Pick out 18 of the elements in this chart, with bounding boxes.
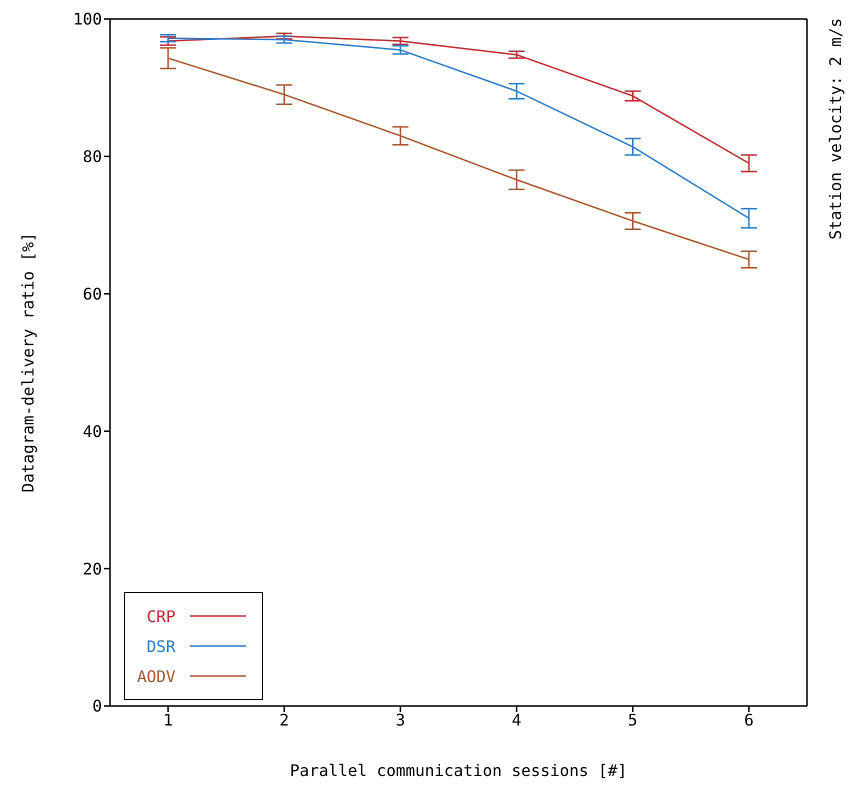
y-axis-title: Datagram-delivery ratio [%] [18, 232, 38, 493]
legend-label: CRP [146, 606, 176, 626]
x-axis-title: Parallel communication sessions [#] [290, 761, 628, 780]
x-tick-label: 4 [512, 710, 522, 730]
y-tick-label: 100 [73, 10, 102, 29]
x-tick-label: 2 [279, 710, 290, 730]
y-tick-label: 0 [92, 696, 102, 716]
legend-label: AODV [137, 666, 176, 686]
y-tick-label: 40 [82, 422, 102, 441]
y-tick-label: 80 [82, 147, 102, 166]
text: Station velocity: 2 m/s [826, 18, 845, 240]
x-tick-label: 6 [744, 710, 754, 730]
x-tick-label: 5 [628, 710, 638, 730]
y-tick-label: 60 [82, 284, 102, 304]
x-tick-label: 3 [396, 710, 406, 730]
y-tick-label: 20 [82, 559, 102, 578]
legend-label: DSR [146, 636, 176, 656]
x-tick-label: 1 [163, 710, 173, 730]
